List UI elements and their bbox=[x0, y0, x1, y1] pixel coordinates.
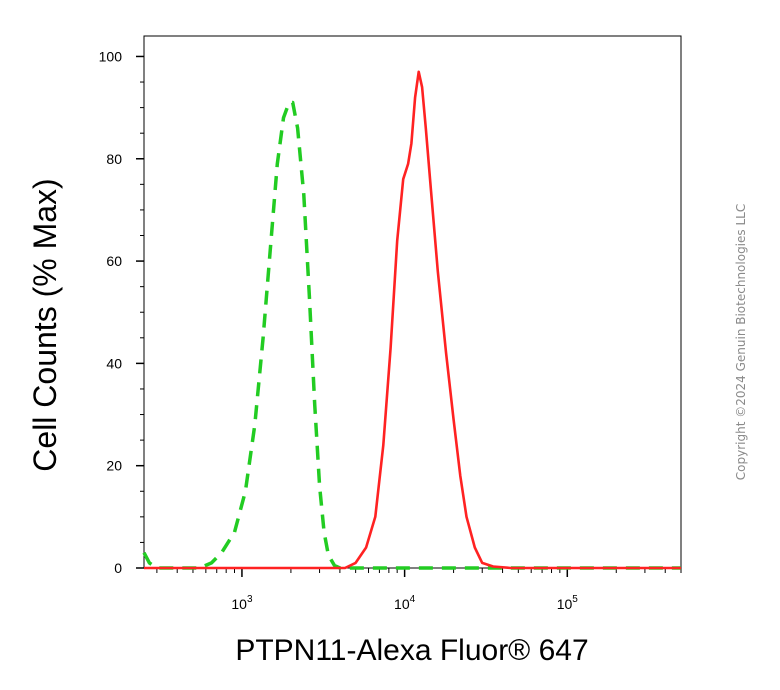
x-tick-base: 10 bbox=[231, 596, 247, 612]
x-tick-label: 104 bbox=[394, 594, 416, 612]
plot-frame bbox=[143, 35, 682, 569]
x-tick-label: 103 bbox=[231, 594, 253, 612]
x-tick-label: 105 bbox=[557, 594, 579, 612]
y-axis-ticks: 0 20 40 60 80 100 bbox=[99, 48, 144, 576]
x-tick-base: 10 bbox=[557, 596, 573, 612]
x-tick-exponent: 3 bbox=[247, 594, 253, 605]
x-axis-ticks: 103 104 105 bbox=[156, 568, 682, 612]
x-tick-exponent: 5 bbox=[572, 594, 578, 605]
y-tick-label: 80 bbox=[106, 151, 122, 167]
series-layer bbox=[142, 70, 681, 570]
y-tick-label: 100 bbox=[99, 48, 123, 64]
y-tick-label: 0 bbox=[114, 560, 122, 576]
x-tick-base: 10 bbox=[394, 596, 410, 612]
y-tick-label: 20 bbox=[106, 458, 122, 474]
x-tick-exponent: 4 bbox=[410, 594, 416, 605]
y-axis-title: Cell Counts (% Max) bbox=[27, 178, 63, 471]
y-tick-label: 60 bbox=[106, 253, 122, 269]
sample-series-line bbox=[144, 70, 681, 570]
x-axis-title: PTPN11-Alexa Fluor® 647 bbox=[235, 634, 588, 667]
control-series-line bbox=[142, 100, 681, 570]
copyright-watermark: Copyright ©2024 Genuin Biotechnologies L… bbox=[734, 204, 748, 480]
y-tick-label: 40 bbox=[106, 355, 122, 371]
